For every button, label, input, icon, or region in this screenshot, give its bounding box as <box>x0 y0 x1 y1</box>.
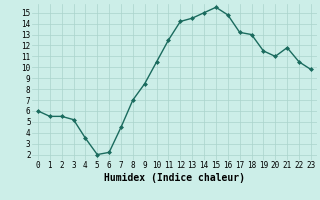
X-axis label: Humidex (Indice chaleur): Humidex (Indice chaleur) <box>104 173 245 183</box>
